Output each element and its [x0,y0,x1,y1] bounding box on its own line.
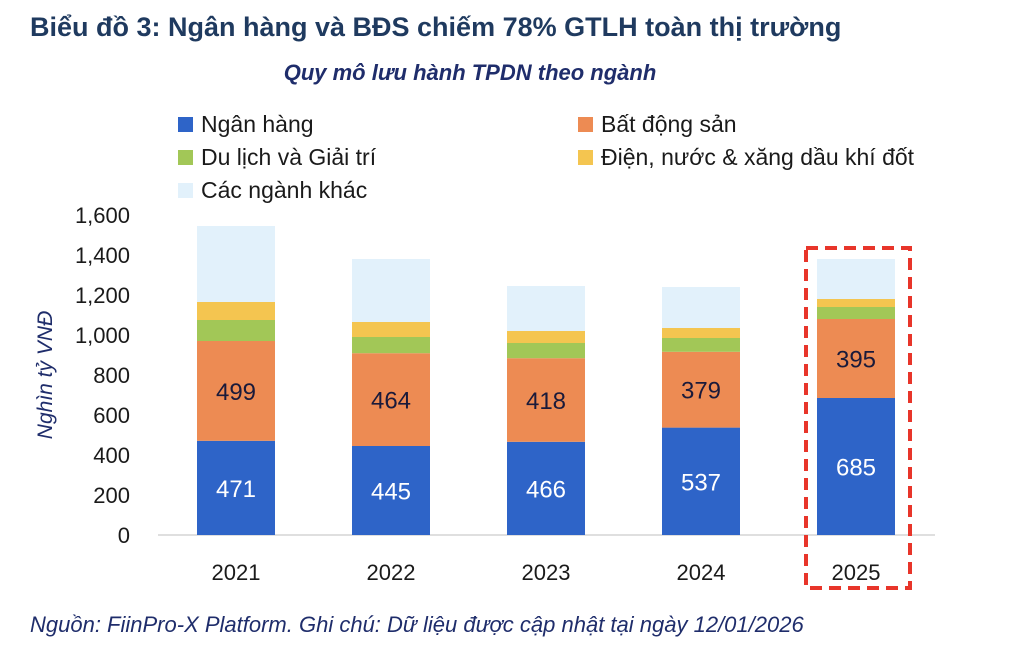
legend-label: Du lịch và Giải trí [201,144,377,170]
data-label: 379 [681,378,721,405]
legend-item-others: Các ngành khác [178,177,367,204]
bar-segment [817,398,895,535]
bar-segment [352,446,430,535]
legend-swatch [578,150,593,165]
legend-item-tourism: Du lịch và Giải trí [178,144,376,171]
bar-segment [662,328,740,338]
legend-swatch [178,150,193,165]
bar-segment [817,299,895,307]
bar-segment [817,319,895,398]
x-tick-label: 2024 [677,560,726,585]
legend-item-utilities: Điện, nước & xăng dầu khí đốt [578,144,914,171]
legend-label: Các ngành khác [201,177,368,203]
bar-segment [662,287,740,328]
data-label: 471 [216,476,256,503]
bar-segment [817,259,895,299]
data-label: 445 [371,479,411,506]
highlight-box [804,246,912,590]
y-tick-label: 1,600 [75,203,130,228]
data-label: 685 [836,455,876,482]
y-tick-label: 400 [93,443,130,468]
legend-swatch [578,117,593,132]
legend-label: Ngân hàng [201,111,314,137]
bar-segment [507,441,585,535]
bar-segment [352,353,430,446]
legend-item-real-estate: Bất động sản [578,111,737,138]
y-tick-label: 800 [93,363,130,388]
source-note: Nguồn: FiinPro-X Platform. Ghi chú: Dữ l… [30,612,804,637]
data-label: 537 [681,469,721,496]
chart-subtitle: Quy mô lưu hành TPDN theo ngành [283,60,657,85]
data-label: 464 [371,388,411,415]
y-tick-label: 600 [93,403,130,428]
chart-title: Biểu đồ 3: Ngân hàng và BĐS chiếm 78% GT… [30,12,842,42]
y-tick-label: 1,400 [75,243,130,268]
bar-segment [197,320,275,341]
y-tick-label: 200 [93,483,130,508]
bar-segment [352,322,430,337]
y-tick-label: 1,000 [75,323,130,348]
legend-item-banking: Ngân hàng [178,111,314,138]
bar-segment [507,358,585,442]
bar-segment [507,286,585,331]
bar-segment [817,307,895,319]
y-axis-label: Nghìn tỷ VNĐ [34,311,57,439]
bar-segment [662,351,740,428]
bar-segment [197,226,275,302]
bar-segment [507,343,585,359]
y-tick-label: 1,200 [75,283,130,308]
bar-segment [662,427,740,535]
legend-label: Bất động sản [601,111,737,137]
x-tick-label: 2023 [522,560,571,585]
bar-segment [197,341,275,441]
x-tick-label: 2022 [367,560,416,585]
bar-segment [507,331,585,343]
bar-segment [197,440,275,535]
legend-swatch [178,183,193,198]
bar-segment [197,302,275,320]
data-label: 499 [216,379,256,406]
x-tick-label: 2021 [212,560,261,585]
data-label: 395 [836,347,876,374]
bar-segment [662,338,740,352]
x-tick-label: 2025 [832,560,881,585]
data-label: 466 [526,476,566,503]
y-tick-label: 0 [118,523,130,548]
legend-swatch [178,117,193,132]
legend-label: Điện, nước & xăng dầu khí đốt [601,144,915,170]
data-label: 418 [526,388,566,415]
bar-segment [352,337,430,354]
bar-segment [352,259,430,322]
